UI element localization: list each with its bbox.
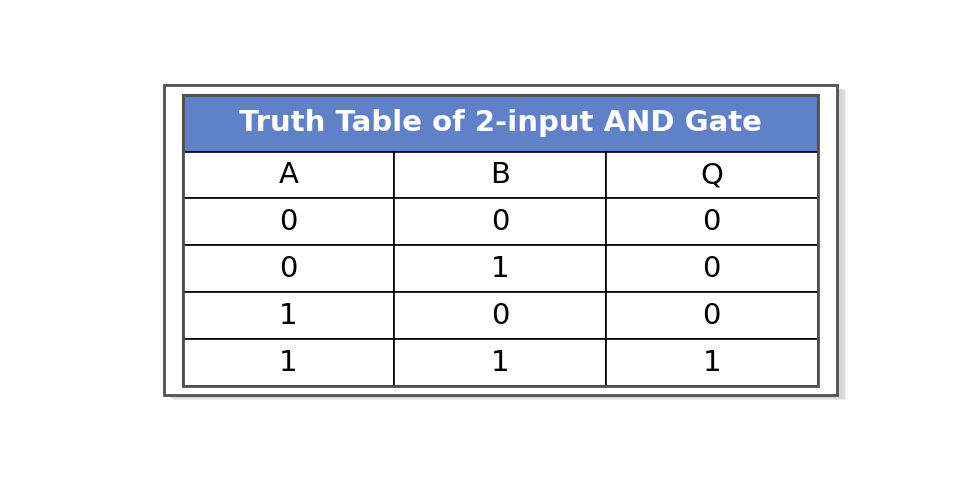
Text: 0: 0 [279, 208, 298, 236]
FancyBboxPatch shape [173, 90, 846, 400]
Text: 0: 0 [279, 255, 298, 283]
FancyBboxPatch shape [394, 246, 606, 292]
Text: 0: 0 [491, 301, 509, 329]
FancyBboxPatch shape [183, 198, 394, 246]
Text: 1: 1 [279, 301, 298, 329]
Text: Q: Q [701, 161, 723, 189]
FancyBboxPatch shape [169, 88, 842, 398]
FancyBboxPatch shape [606, 198, 818, 246]
FancyBboxPatch shape [606, 292, 818, 339]
FancyBboxPatch shape [172, 89, 845, 399]
Text: 1: 1 [491, 255, 509, 283]
Text: 0: 0 [703, 208, 721, 236]
FancyBboxPatch shape [183, 95, 818, 152]
FancyBboxPatch shape [183, 339, 394, 386]
FancyBboxPatch shape [394, 339, 606, 386]
FancyBboxPatch shape [606, 246, 818, 292]
FancyBboxPatch shape [164, 85, 836, 395]
Text: A: A [278, 161, 299, 189]
FancyBboxPatch shape [167, 87, 840, 397]
FancyBboxPatch shape [394, 152, 606, 198]
FancyBboxPatch shape [394, 292, 606, 339]
FancyBboxPatch shape [606, 339, 818, 386]
Text: 1: 1 [491, 349, 509, 377]
FancyBboxPatch shape [183, 152, 394, 198]
Text: Truth Table of 2-input AND Gate: Truth Table of 2-input AND Gate [239, 109, 761, 137]
Text: 1: 1 [279, 349, 298, 377]
FancyBboxPatch shape [606, 152, 818, 198]
Text: 0: 0 [703, 301, 721, 329]
FancyBboxPatch shape [183, 292, 394, 339]
Text: B: B [490, 161, 509, 189]
FancyBboxPatch shape [171, 89, 843, 399]
FancyBboxPatch shape [183, 246, 394, 292]
Text: 0: 0 [491, 208, 509, 236]
Text: 0: 0 [703, 255, 721, 283]
FancyBboxPatch shape [394, 198, 606, 246]
Text: 1: 1 [703, 349, 721, 377]
FancyBboxPatch shape [168, 88, 841, 398]
